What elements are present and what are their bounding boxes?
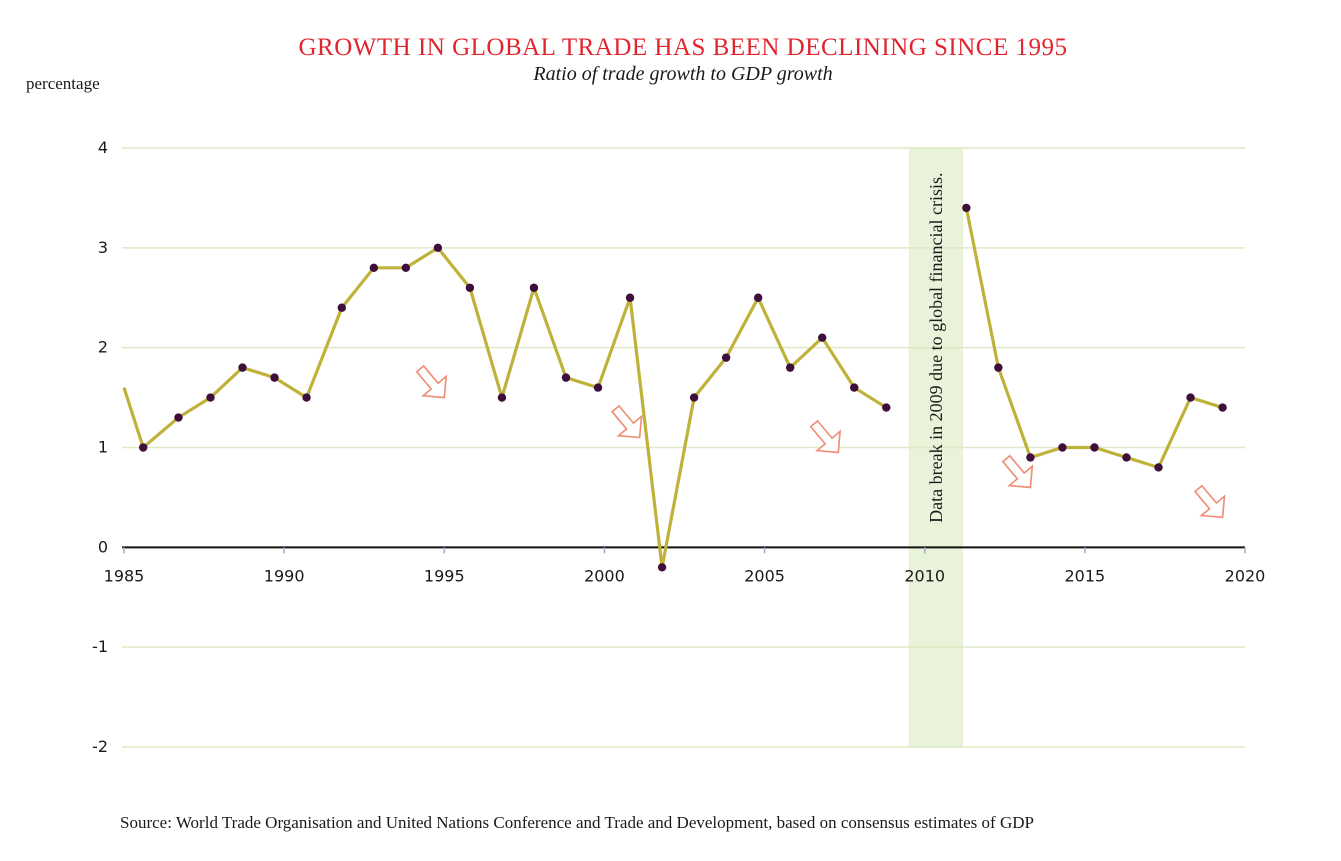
series-line <box>964 207 1224 470</box>
y-tick-label: 1 <box>98 438 108 457</box>
data-point <box>139 443 148 452</box>
point-layer <box>139 203 1227 572</box>
y-tick-label: 2 <box>98 338 108 357</box>
band-note: Data break in 2009 due to global financi… <box>926 172 946 522</box>
data-point <box>994 363 1003 372</box>
data-point <box>561 373 571 382</box>
axis-layer: 1985 1990 1995 2000 2005 2010 2015 2020 <box>104 546 1266 585</box>
decline-arrow <box>1001 454 1034 489</box>
y-tick-label: -1 <box>92 637 108 656</box>
arrow-layer <box>415 364 1226 519</box>
x-tick-label: 1985 <box>104 566 145 585</box>
data-point <box>850 383 859 392</box>
y-tick-label: -2 <box>92 737 108 756</box>
chart-subtitle: Ratio of trade growth to GDP growth <box>532 63 832 85</box>
x-tick-label: 2005 <box>744 566 785 585</box>
x-tick-label: 2010 <box>904 566 945 585</box>
decline-arrow <box>415 364 448 399</box>
chart-title: GROWTH IN GLOBAL TRADE HAS BEEN DECLININ… <box>298 34 1067 61</box>
decline-arrow <box>809 419 842 454</box>
data-point <box>689 393 699 402</box>
data-point <box>465 283 475 292</box>
decline-arrow <box>1193 484 1226 519</box>
y-tick-label: 0 <box>98 537 108 556</box>
y-tick-label: 3 <box>98 238 108 257</box>
grid-layer: 4 3 2 1 0 -1 -2 <box>92 138 1245 756</box>
data-point <box>302 393 311 402</box>
data-point <box>369 263 379 272</box>
data-point <box>1218 403 1227 412</box>
data-point <box>337 303 346 312</box>
decline-arrow <box>610 404 643 439</box>
x-tick-label: 1990 <box>264 566 305 585</box>
y-tick-label: 4 <box>98 138 108 157</box>
data-point <box>270 373 279 382</box>
data-point <box>401 263 411 272</box>
data-point <box>1186 393 1195 402</box>
x-tick-label: 2000 <box>584 566 625 585</box>
data-point <box>1154 463 1163 472</box>
data-point <box>882 403 891 412</box>
line-layer <box>122 207 1224 568</box>
data-point <box>1090 443 1099 452</box>
data-point <box>625 293 635 302</box>
series-line <box>122 245 888 568</box>
data-point <box>174 413 183 422</box>
data-point <box>238 363 247 372</box>
y-axis-label: percentage <box>26 74 100 93</box>
data-point <box>962 203 971 213</box>
x-tick-label: 2020 <box>1225 566 1266 585</box>
source-note: Source: World Trade Organisation and Uni… <box>120 813 1034 832</box>
data-point <box>206 393 215 402</box>
data-point <box>753 293 763 302</box>
x-tick-label: 2015 <box>1064 566 1105 585</box>
data-point <box>593 383 603 392</box>
x-tick-label: 1995 <box>424 566 465 585</box>
data-point <box>657 563 667 572</box>
data-point <box>818 333 827 342</box>
data-point <box>529 283 539 292</box>
data-point <box>1122 453 1131 462</box>
data-point <box>497 393 507 402</box>
data-point <box>433 243 443 253</box>
data-point <box>721 353 731 362</box>
data-point <box>1058 443 1067 452</box>
data-point <box>785 363 795 372</box>
data-point <box>1026 453 1035 462</box>
